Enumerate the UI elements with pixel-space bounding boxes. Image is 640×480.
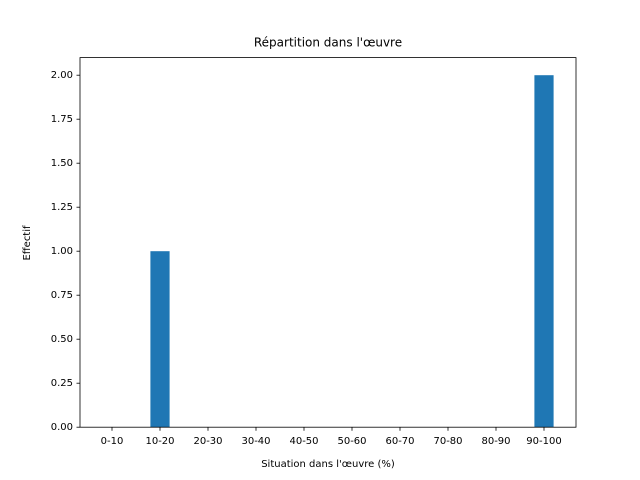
x-tick-label: 30-40	[241, 436, 270, 447]
plot-frame	[79, 57, 577, 428]
bar	[534, 75, 554, 428]
x-tick-label: 90-100	[526, 436, 561, 447]
x-tick-label: 60-70	[385, 436, 414, 447]
y-tick-label: 0.75	[51, 290, 73, 301]
y-tick-label: 0.25	[51, 378, 73, 389]
y-tick-label: 1.00	[51, 246, 73, 257]
bar	[150, 251, 170, 428]
chart-title: Répartition dans l'œuvre	[254, 36, 402, 50]
x-tick-label: 0-10	[101, 436, 124, 447]
x-tick-label: 10-20	[145, 436, 174, 447]
y-tick-label: 1.75	[51, 114, 73, 125]
y-tick-label: 1.25	[51, 202, 73, 213]
y-tick-label: 0.50	[51, 334, 73, 345]
x-tick-label: 20-30	[193, 436, 222, 447]
x-axis-label: Situation dans l'œuvre (%)	[261, 459, 395, 470]
y-tick-label: 0.00	[51, 422, 73, 433]
x-tick-label: 70-80	[433, 436, 462, 447]
x-tick-label: 40-50	[289, 436, 318, 447]
y-axis-label: Effectif	[22, 225, 33, 261]
x-tick-label: 80-90	[481, 436, 510, 447]
y-tick-label: 2.00	[51, 70, 73, 81]
x-tick-label: 50-60	[337, 436, 366, 447]
y-tick-label: 1.50	[51, 158, 73, 169]
